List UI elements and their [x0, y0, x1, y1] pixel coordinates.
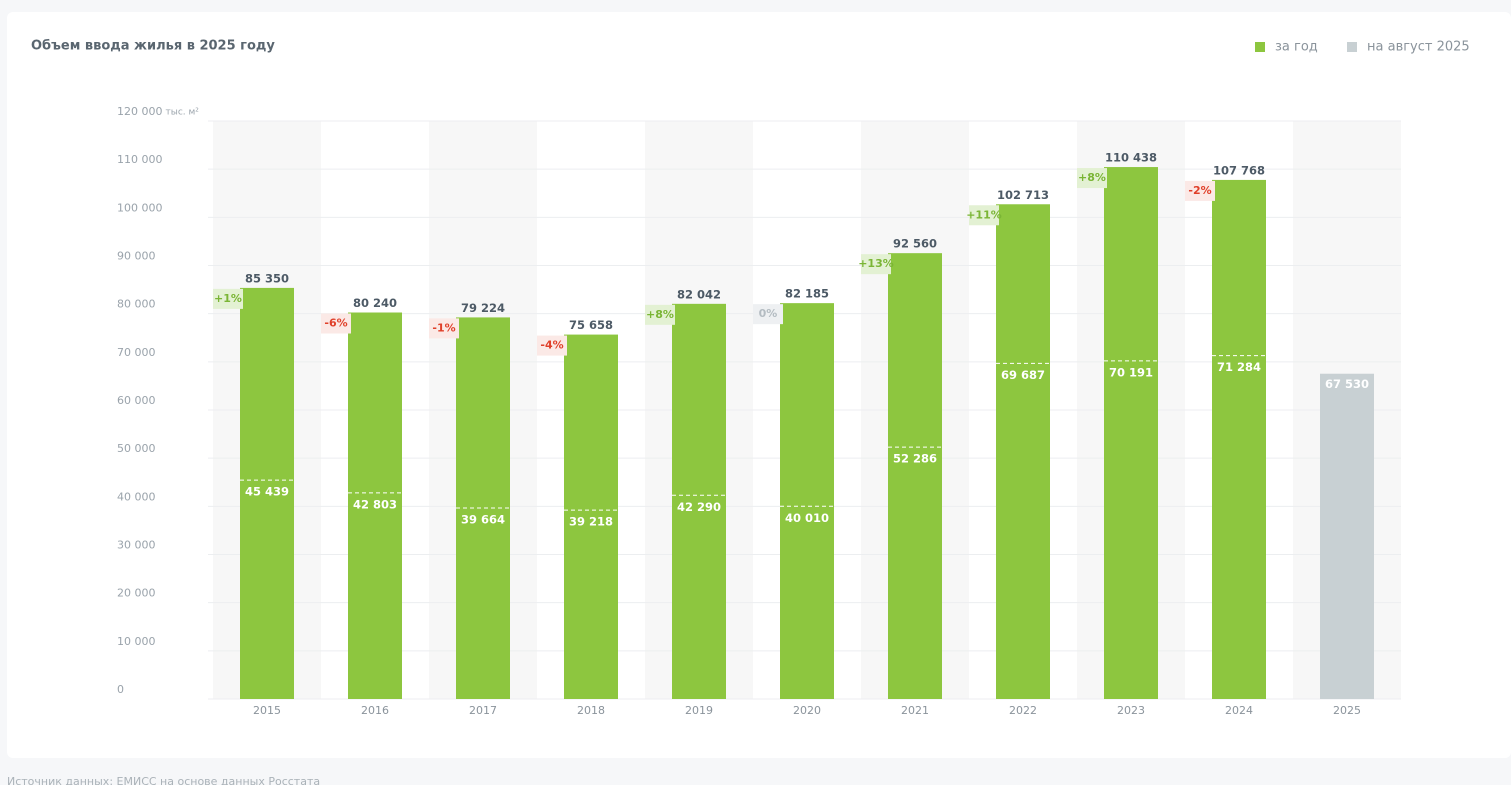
bar	[1320, 373, 1374, 699]
august-label: 71 284	[1217, 360, 1261, 374]
bar-value-label: 85 350	[245, 271, 289, 285]
change-label: -4%	[540, 339, 563, 352]
x-tick-label: 2015	[253, 704, 281, 717]
august-label: 39 664	[461, 512, 505, 526]
bar	[240, 287, 294, 699]
bar	[348, 312, 402, 699]
august-label: 42 803	[353, 497, 397, 511]
y-tick-label: 10 000	[117, 635, 156, 648]
change-label: +13%	[858, 257, 894, 270]
august-label: 42 290	[677, 500, 721, 514]
y-tick-label: 70 000	[117, 346, 156, 359]
change-badge	[321, 313, 351, 334]
change-badge	[213, 288, 243, 309]
bar	[888, 253, 942, 700]
bar	[1212, 179, 1266, 699]
change-label: -6%	[324, 317, 347, 330]
legend-label: за год	[1275, 40, 1318, 55]
bar	[564, 334, 618, 699]
x-tick-label: 2025	[1333, 704, 1361, 717]
change-badge	[1077, 168, 1107, 189]
x-tick-label: 2019	[685, 704, 713, 717]
legend-label: на август 2025	[1367, 40, 1470, 55]
change-badge	[429, 318, 459, 339]
x-tick-label: 2022	[1009, 704, 1037, 717]
change-label: 0%	[759, 307, 778, 320]
bar-value-label: 107 768	[1213, 163, 1265, 177]
change-label: -1%	[432, 321, 455, 334]
bar-value-label: 92 560	[893, 237, 937, 251]
change-badge	[1185, 180, 1215, 201]
source: Источник данных: ЕМИСС на основе данных …	[7, 775, 320, 785]
change-badge	[969, 205, 999, 226]
y-tick-label: 100 000	[117, 201, 163, 214]
bar-value-label: 75 658	[569, 318, 613, 332]
y-tick-label: 30 000	[117, 539, 156, 552]
legend-swatch	[1255, 42, 1265, 52]
y-tick-label: 60 000	[117, 394, 156, 407]
x-tick-label: 2018	[577, 704, 605, 717]
x-tick-label: 2021	[901, 704, 929, 717]
chart-title: Объем ввода жилья в 2025 году	[31, 39, 275, 54]
bar	[996, 204, 1050, 699]
bar	[672, 303, 726, 699]
change-label: -2%	[1188, 184, 1211, 197]
y-tick-label: 80 000	[117, 298, 156, 311]
bar-value-label: 110 438	[1105, 151, 1157, 165]
bar-value-label: 82 042	[677, 287, 721, 301]
bar	[780, 303, 834, 699]
y-tick-label: 120 000	[117, 105, 163, 118]
bar-value-label: 79 224	[461, 301, 505, 315]
y-tick-label: 0	[117, 683, 124, 696]
y-tick-label: 20 000	[117, 587, 156, 600]
change-label: +8%	[1078, 171, 1106, 184]
x-tick-label: 2024	[1225, 704, 1253, 717]
august-label: 45 439	[245, 485, 289, 499]
legend-swatch	[1347, 42, 1357, 52]
y-tick-label: 40 000	[117, 490, 156, 503]
y-unit: тыс. м²	[166, 108, 200, 118]
change-label: +1%	[214, 292, 242, 305]
x-tick-label: 2020	[793, 704, 821, 717]
august-label: 40 010	[785, 511, 829, 525]
change-label: +8%	[646, 308, 674, 321]
change-badge	[753, 304, 783, 325]
august-label: 67 530	[1325, 377, 1369, 391]
august-label: 69 687	[1001, 368, 1045, 382]
august-label: 39 218	[569, 515, 613, 529]
bar-value-label: 82 185	[785, 287, 829, 301]
x-tick-label: 2023	[1117, 704, 1145, 717]
change-label: +11%	[966, 208, 1002, 221]
change-badge	[645, 304, 675, 325]
y-tick-label: 90 000	[117, 250, 156, 263]
y-tick-label: 110 000	[117, 153, 163, 166]
bar	[1104, 167, 1158, 700]
bar-value-label: 80 240	[353, 296, 397, 310]
change-badge	[537, 335, 567, 356]
august-label: 70 191	[1109, 365, 1153, 379]
y-tick-label: 50 000	[117, 442, 156, 455]
x-tick-label: 2016	[361, 704, 389, 717]
change-badge	[861, 254, 891, 275]
august-label: 52 286	[893, 452, 937, 466]
bar-value-label: 102 713	[997, 188, 1049, 202]
x-tick-label: 2017	[469, 704, 497, 717]
